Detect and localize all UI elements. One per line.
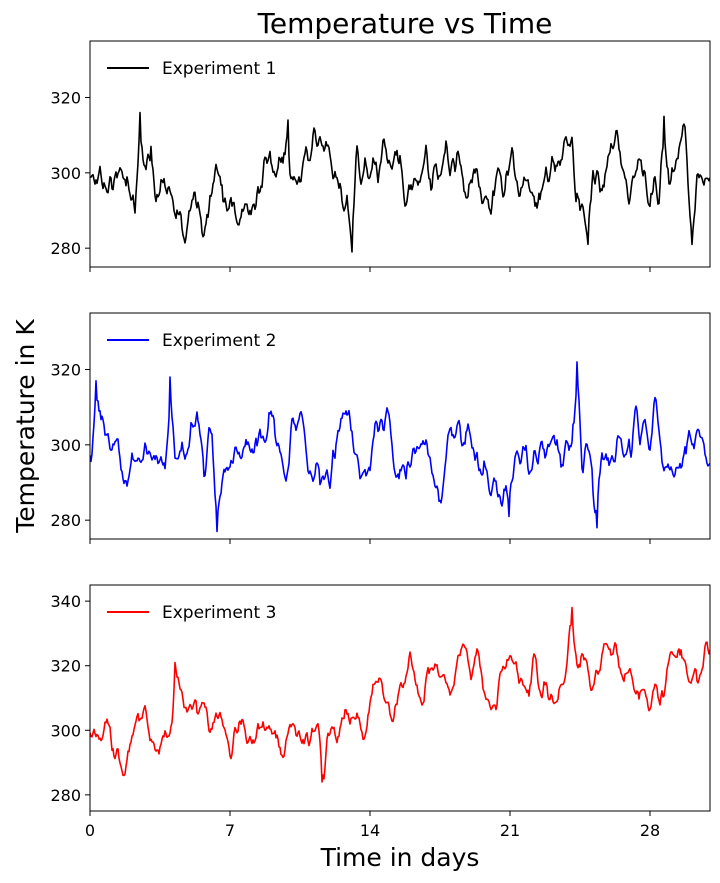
series-line-experiment-2	[90, 361, 710, 533]
y-tick-label: 300	[50, 164, 81, 183]
panel-frame	[89, 40, 711, 268]
x-tick-label: 28	[640, 821, 660, 840]
panel-frame	[89, 584, 711, 812]
panel-3: 280 300 320 340 0 7 14 21 28 Experiment 3	[50, 584, 711, 840]
panel-frame	[89, 312, 711, 540]
legend-label: Experiment 1	[162, 59, 276, 79]
y-tick-label: 300	[50, 436, 81, 455]
y-tick-label: 280	[50, 239, 81, 258]
y-tick-label: 320	[50, 657, 81, 676]
chart-title: Temperature vs Time	[257, 7, 553, 40]
panel-1: 280 300 320 Experiment 1	[50, 40, 711, 272]
y-tick-label: 320	[50, 361, 81, 380]
y-tick-label: 280	[50, 786, 81, 805]
y-tick-label: 320	[50, 89, 81, 108]
x-tick-label: 21	[500, 821, 520, 840]
legend-label: Experiment 2	[162, 331, 276, 351]
y-tick-label: 340	[50, 592, 81, 611]
x-tick-label: 0	[85, 821, 95, 840]
y-tick-label: 300	[50, 721, 81, 740]
x-tick-label: 14	[360, 821, 380, 840]
panel-2: 280 300 320 Experiment 2	[50, 312, 711, 544]
x-tick-label: 7	[225, 821, 235, 840]
y-tick-label: 280	[50, 511, 81, 530]
y-axis-label: Temperature in K	[11, 319, 40, 534]
x-axis-label: Time in days	[320, 843, 480, 872]
legend-label: Experiment 3	[162, 603, 276, 623]
series-line-experiment-3	[90, 606, 710, 783]
series-line-experiment-1	[90, 111, 710, 253]
